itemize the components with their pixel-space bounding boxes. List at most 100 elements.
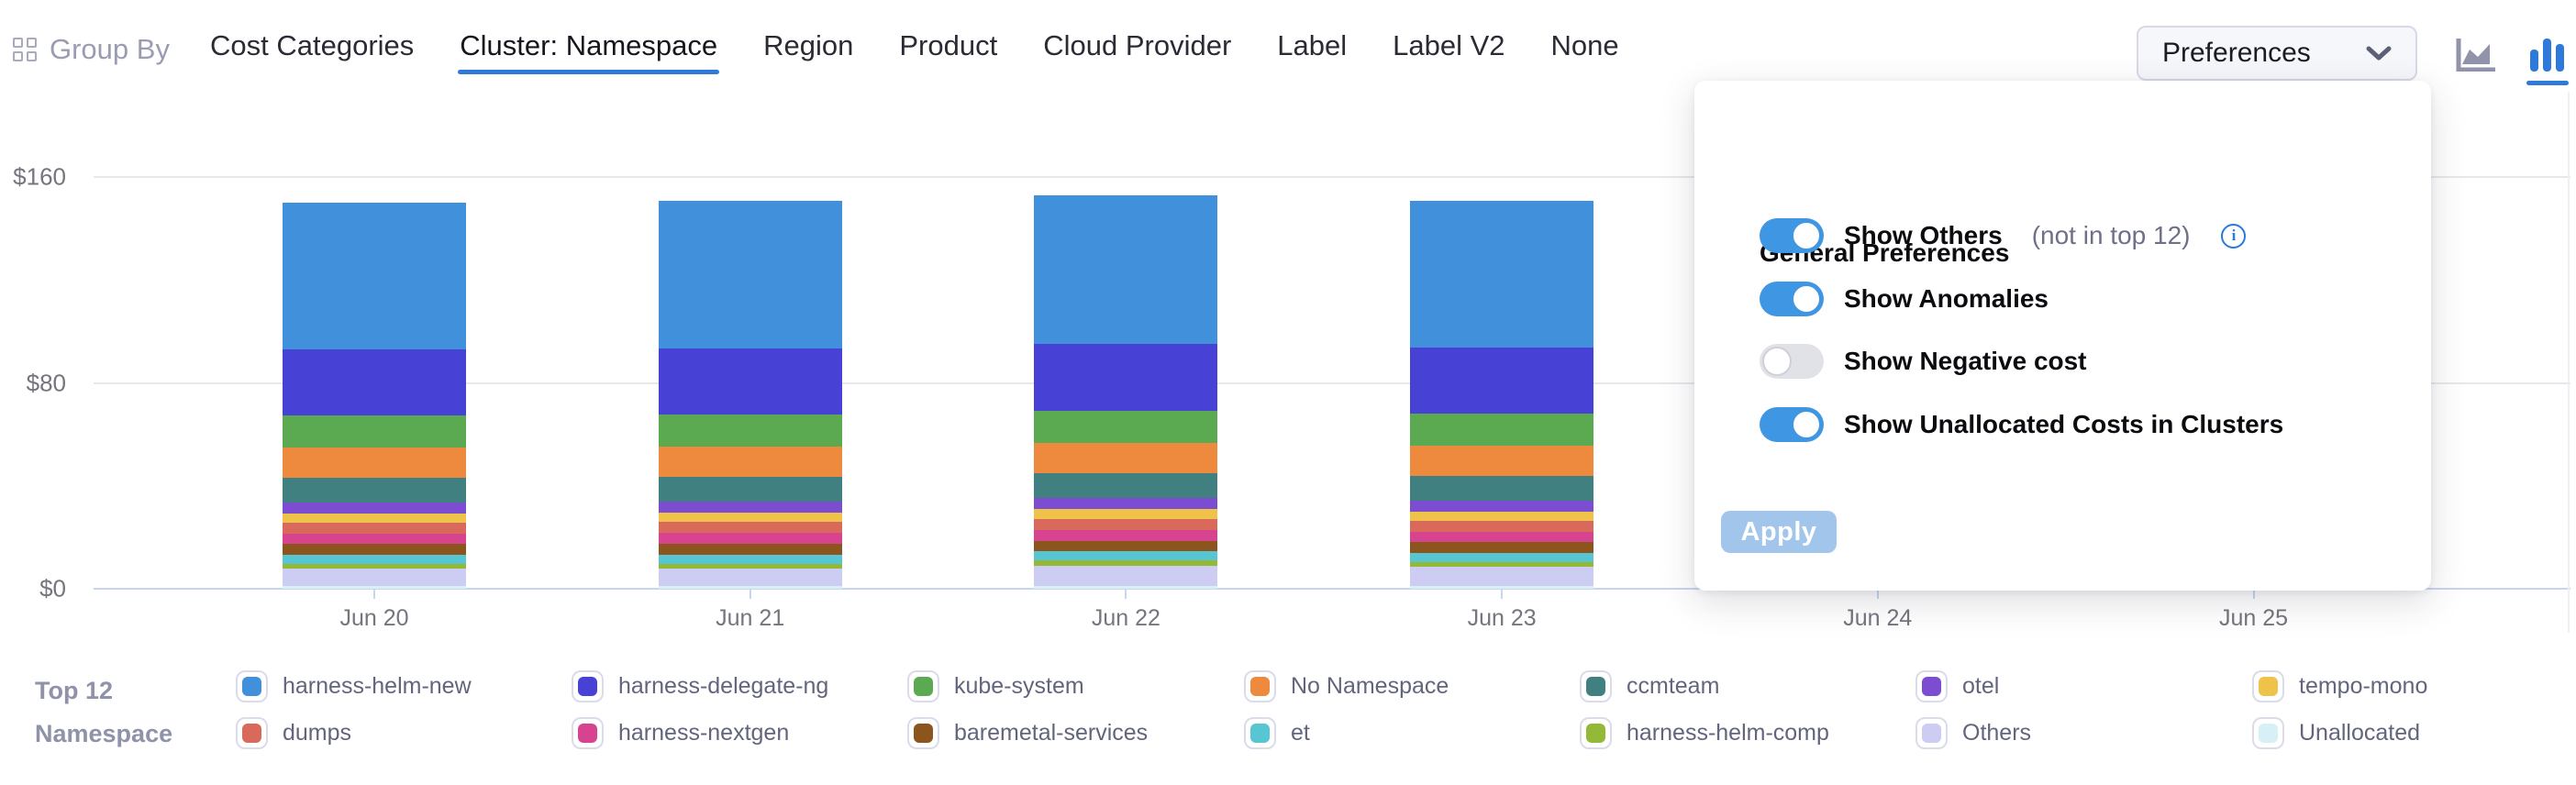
- tab-cluster-namespace[interactable]: Cluster: Namespace: [458, 6, 719, 86]
- toggle-show-anomalies[interactable]: [1760, 282, 1824, 316]
- bar-segment-others[interactable]: [1034, 565, 1218, 586]
- bar-segment-tempo-mono[interactable]: [1034, 509, 1218, 519]
- toggle-show-negative-cost[interactable]: [1760, 344, 1824, 379]
- bar-segment-harness-delegate-ng[interactable]: [1410, 348, 1594, 414]
- bar-segment-others[interactable]: [283, 569, 466, 587]
- bar-segment-harness-helm-comp[interactable]: [283, 564, 466, 569]
- bar-segment-et[interactable]: [658, 554, 842, 564]
- legend-item-et[interactable]: et: [1244, 717, 1310, 749]
- bar-segment-no-namespace[interactable]: [1410, 445, 1594, 476]
- legend-label: harness-nextgen: [618, 720, 790, 746]
- bar-segment-baremetal-services[interactable]: [658, 543, 842, 555]
- legend-item-harness-nextgen[interactable]: harness-nextgen: [572, 717, 789, 749]
- bar-segment-unallocated[interactable]: [1034, 585, 1218, 589]
- tab-cost-categories[interactable]: Cost Categories: [210, 29, 415, 61]
- toggle-knob: [1762, 347, 1792, 376]
- toggle-show-unallocated-costs-in-clusters[interactable]: [1760, 407, 1824, 442]
- bar-chart-icon[interactable]: [2526, 37, 2569, 85]
- legend-title-line1: Top 12: [35, 677, 114, 704]
- x-axis-tick: [1501, 590, 1504, 599]
- bar-segment-ccmteam[interactable]: [1410, 475, 1594, 502]
- tab-cloud-provider[interactable]: Cloud Provider: [1043, 29, 1232, 61]
- bar-segment-harness-helm-comp[interactable]: [1034, 560, 1218, 566]
- bar-segment-ccmteam[interactable]: [1034, 472, 1218, 499]
- bar-segment-et[interactable]: [283, 555, 466, 565]
- legend-item-baremetal-services[interactable]: baremetal-services: [907, 717, 1148, 749]
- legend-label: harness-delegate-ng: [618, 673, 829, 699]
- bar-segment-ccmteam[interactable]: [283, 477, 466, 503]
- bar-segment-harness-nextgen[interactable]: [1410, 531, 1594, 543]
- bar-segment-tempo-mono[interactable]: [658, 513, 842, 523]
- bar-segment-otel[interactable]: [1034, 498, 1218, 510]
- preferences-panel: General Preferences Show Others (not in t…: [1694, 81, 2431, 591]
- bar-segment-tempo-mono[interactable]: [283, 514, 466, 524]
- bar-segment-unallocated[interactable]: [1410, 586, 1594, 589]
- legend-item-harness-helm-comp[interactable]: harness-helm-comp: [1580, 717, 1829, 749]
- bar-segment-harness-delegate-ng[interactable]: [1034, 343, 1218, 411]
- tab-label[interactable]: Label: [1277, 29, 1348, 61]
- bar-segment-harness-delegate-ng[interactable]: [658, 348, 842, 415]
- bar-segment-kube-system[interactable]: [1034, 410, 1218, 443]
- preference-row: Show Negative cost: [1760, 343, 2087, 380]
- bar-segment-harness-nextgen[interactable]: [283, 533, 466, 545]
- tab-region[interactable]: Region: [763, 29, 854, 61]
- area-chart-icon[interactable]: [2455, 37, 2497, 76]
- legend-item-no-namespace[interactable]: No Namespace: [1244, 670, 1449, 702]
- bar-segment-no-namespace[interactable]: [1034, 442, 1218, 473]
- bar-segment-ccmteam[interactable]: [658, 476, 842, 503]
- bar-segment-harness-helm-comp[interactable]: [1410, 562, 1594, 568]
- legend-title: Top 12 Namespace: [35, 669, 172, 756]
- bar-segment-dumps[interactable]: [283, 523, 466, 534]
- bar-segment-otel[interactable]: [658, 502, 842, 514]
- y-gridline: [94, 176, 2570, 178]
- bar-segment-baremetal-services[interactable]: [1410, 542, 1594, 553]
- bar-segment-baremetal-services[interactable]: [283, 544, 466, 556]
- x-axis-tick: [2252, 590, 2255, 599]
- legend-item-kube-system[interactable]: kube-system: [907, 670, 1084, 702]
- tab-product[interactable]: Product: [899, 29, 998, 61]
- bar-segment-baremetal-services[interactable]: [1034, 540, 1218, 552]
- bar-segment-kube-system[interactable]: [1410, 413, 1594, 446]
- bar-segment-no-namespace[interactable]: [658, 447, 842, 477]
- bar-segment-kube-system[interactable]: [658, 415, 842, 448]
- bar-segment-no-namespace[interactable]: [283, 447, 466, 478]
- bar-segment-others[interactable]: [1410, 567, 1594, 587]
- bar-segment-dumps[interactable]: [1410, 520, 1594, 532]
- bar-segment-et[interactable]: [1410, 552, 1594, 563]
- legend-item-dumps[interactable]: dumps: [236, 717, 351, 749]
- legend-label: ccmteam: [1627, 673, 1720, 699]
- legend-item-ccmteam[interactable]: ccmteam: [1580, 670, 1719, 702]
- tab-label-v2[interactable]: Label V2: [1393, 29, 1505, 61]
- legend-item-others[interactable]: Others: [1915, 717, 2031, 749]
- tab-none[interactable]: None: [1550, 29, 1619, 61]
- bar-segment-harness-helm-new[interactable]: [1410, 201, 1594, 348]
- bar-segment-harness-delegate-ng[interactable]: [283, 349, 466, 415]
- bar-segment-harness-nextgen[interactable]: [1034, 529, 1218, 541]
- legend-item-harness-helm-new[interactable]: harness-helm-new: [236, 670, 472, 702]
- bar-segment-harness-helm-comp[interactable]: [658, 563, 842, 569]
- apply-button[interactable]: Apply: [1721, 511, 1837, 553]
- legend-item-otel[interactable]: otel: [1915, 670, 1999, 702]
- bar-segment-harness-helm-new[interactable]: [1034, 195, 1218, 344]
- legend-item-unallocated[interactable]: Unallocated: [2252, 717, 2420, 749]
- bar-segment-unallocated[interactable]: [658, 586, 842, 589]
- bar-segment-tempo-mono[interactable]: [1410, 511, 1594, 521]
- bar-segment-others[interactable]: [658, 568, 842, 587]
- bar-segment-unallocated[interactable]: [283, 586, 466, 589]
- bar-segment-otel[interactable]: [283, 503, 466, 514]
- bar-segment-harness-helm-new[interactable]: [658, 201, 842, 349]
- bar-segment-harness-nextgen[interactable]: [658, 533, 842, 544]
- legend-item-tempo-mono[interactable]: tempo-mono: [2252, 670, 2427, 702]
- info-icon[interactable]: i: [2221, 223, 2247, 249]
- legend-label: Others: [1962, 720, 2032, 746]
- toggle-show-others[interactable]: [1760, 218, 1824, 253]
- bar-segment-harness-helm-new[interactable]: [283, 203, 466, 350]
- bar-segment-otel[interactable]: [1410, 501, 1594, 512]
- preferences-dropdown-button[interactable]: Preferences: [2137, 26, 2417, 81]
- bar-segment-et[interactable]: [1034, 551, 1218, 561]
- bar-segment-dumps[interactable]: [1034, 518, 1218, 530]
- x-axis-tick: [1125, 590, 1127, 599]
- bar-segment-dumps[interactable]: [658, 522, 842, 534]
- bar-segment-kube-system[interactable]: [283, 415, 466, 448]
- legend-item-harness-delegate-ng[interactable]: harness-delegate-ng: [572, 670, 828, 702]
